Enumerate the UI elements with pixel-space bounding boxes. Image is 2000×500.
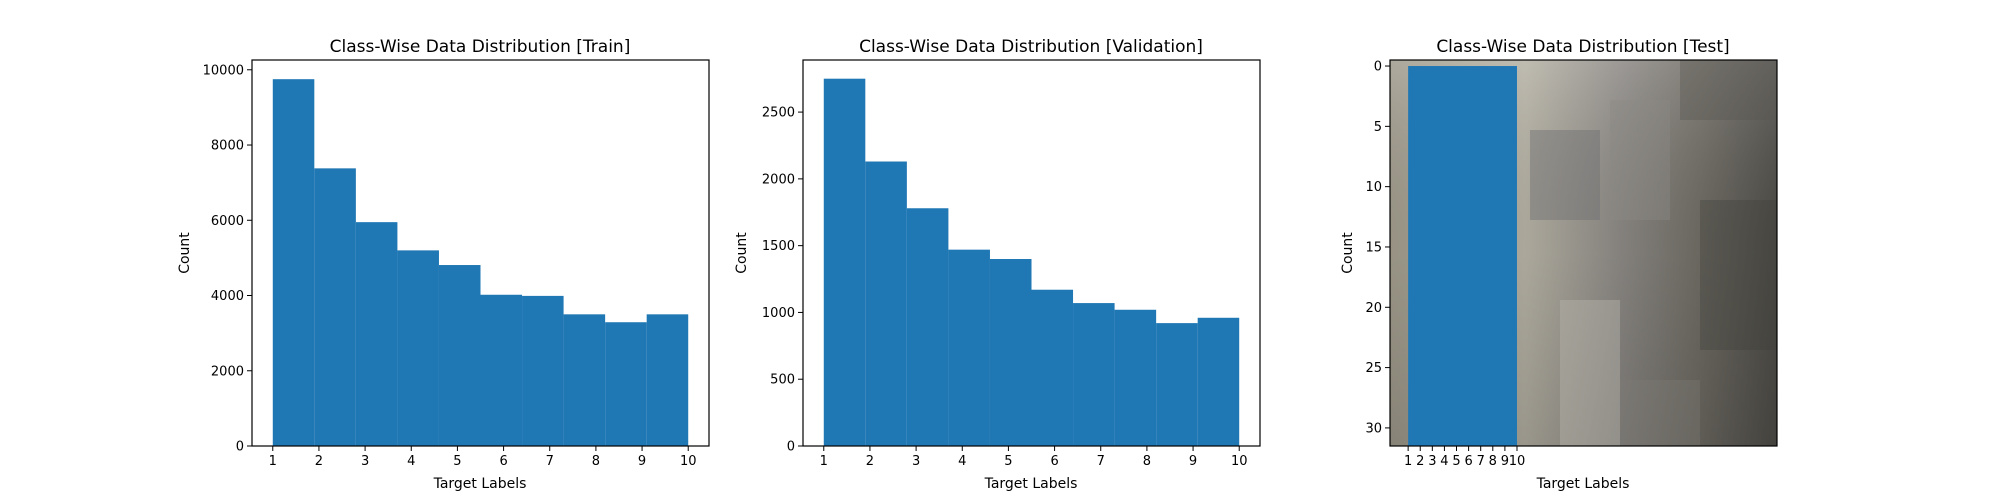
bar xyxy=(989,259,1032,446)
y-axis-ticks: 0 5 10 15 20 25 30 xyxy=(1365,60,1390,436)
y-tick-label: 4000 xyxy=(211,289,244,304)
bar-series xyxy=(272,79,689,446)
y-tick-label: 2000 xyxy=(211,364,244,379)
y-tick-label: 2500 xyxy=(762,106,795,121)
x-axis-ticks: 1 2 3 4 5 6 7 8 9 10 xyxy=(269,446,697,469)
chart-title: Class-Wise Data Distribution [Validation… xyxy=(859,37,1203,57)
y-tick-label: 30 xyxy=(1365,421,1382,436)
x-tick-label: 4 xyxy=(407,454,415,469)
bar xyxy=(906,208,949,446)
bar xyxy=(397,250,439,446)
bar-series xyxy=(823,78,1240,446)
chart-title: Class-Wise Data Distribution [Test] xyxy=(1436,37,1729,57)
y-tick-label: 1000 xyxy=(762,306,795,321)
bar xyxy=(272,79,315,446)
bar xyxy=(438,265,481,446)
bar xyxy=(865,161,907,446)
x-tick-label: 3 xyxy=(1428,454,1436,469)
x-tick-label: 10 xyxy=(1231,454,1248,469)
plot-frame xyxy=(1389,59,1778,447)
x-tick-label: 5 xyxy=(453,454,461,469)
x-tick-label: 3 xyxy=(912,454,920,469)
y-axis-ticks: 0 2000 4000 6000 8000 10000 xyxy=(203,63,252,455)
plot-frame xyxy=(802,59,1261,447)
x-tick-label: 5 xyxy=(1452,454,1460,469)
y-tick-label: 1500 xyxy=(762,239,795,254)
bar xyxy=(522,295,564,446)
chart-title: Class-Wise Data Distribution [Train] xyxy=(330,37,631,57)
x-tick-label: 7 xyxy=(1097,454,1105,469)
bar-series xyxy=(1408,66,1517,446)
x-tick-label: 6 xyxy=(1050,454,1058,469)
x-tick-label: 9 xyxy=(1189,454,1197,469)
bar xyxy=(314,168,356,446)
x-tick-label: 7 xyxy=(1477,454,1485,469)
x-axis-ticks: 1 2 3 4 5 6 7 8 9 10 xyxy=(1404,446,1525,469)
y-tick-label: 0 xyxy=(1374,60,1382,75)
bar xyxy=(355,222,398,446)
plot-frame xyxy=(251,59,710,447)
bar xyxy=(1197,317,1240,446)
x-axis-label: Target Labels xyxy=(433,476,527,492)
x-tick-label: 9 xyxy=(638,454,646,469)
x-tick-label: 4 xyxy=(958,454,966,469)
x-tick-label: 9 xyxy=(1501,454,1509,469)
x-axis-label: Target Labels xyxy=(1536,476,1630,492)
chart-validation: Class-Wise Data Distribution [Validation… xyxy=(734,37,1261,492)
y-tick-label: 5 xyxy=(1374,120,1382,135)
bar xyxy=(1114,309,1157,446)
x-tick-label: 2 xyxy=(1416,454,1424,469)
x-tick-label: 8 xyxy=(592,454,600,469)
x-tick-label: 2 xyxy=(315,454,323,469)
x-tick-label: 1 xyxy=(820,454,828,469)
y-axis-label: Count xyxy=(177,232,193,274)
bar xyxy=(605,322,647,446)
x-tick-label: 8 xyxy=(1143,454,1151,469)
x-axis-ticks: 1 2 3 4 5 6 7 8 9 10 xyxy=(820,446,1248,469)
y-axis-label: Count xyxy=(1340,232,1356,274)
y-tick-label: 2000 xyxy=(762,172,795,187)
x-axis-label: Target Labels xyxy=(984,476,1078,492)
bar xyxy=(1156,323,1198,446)
x-tick-label: 8 xyxy=(1489,454,1497,469)
bar xyxy=(480,294,523,446)
bar xyxy=(948,249,990,446)
y-tick-label: 25 xyxy=(1365,361,1382,376)
bar xyxy=(823,78,866,446)
x-tick-label: 10 xyxy=(1509,454,1526,469)
bar xyxy=(1073,303,1115,446)
x-tick-label: 10 xyxy=(680,454,697,469)
x-tick-label: 7 xyxy=(546,454,554,469)
y-tick-label: 20 xyxy=(1365,301,1382,316)
x-tick-label: 5 xyxy=(1004,454,1012,469)
x-tick-label: 6 xyxy=(1464,454,1472,469)
y-axis-ticks: 0 500 1000 1500 2000 2500 xyxy=(762,106,803,455)
y-tick-label: 8000 xyxy=(211,139,244,154)
y-tick-label: 0 xyxy=(236,440,244,455)
y-tick-label: 10 xyxy=(1365,180,1382,195)
x-tick-label: 1 xyxy=(1404,454,1412,469)
bar xyxy=(1031,289,1074,446)
y-tick-label: 6000 xyxy=(211,214,244,229)
chart-train: Class-Wise Data Distribution [Train] 1 2 3… xyxy=(177,37,710,492)
bar xyxy=(1408,66,1517,446)
bar xyxy=(646,314,689,446)
bar xyxy=(563,314,606,446)
x-tick-label: 3 xyxy=(361,454,369,469)
x-tick-label: 6 xyxy=(499,454,507,469)
x-tick-label: 4 xyxy=(1440,454,1448,469)
x-tick-label: 1 xyxy=(269,454,277,469)
x-tick-label: 2 xyxy=(866,454,874,469)
y-tick-label: 0 xyxy=(787,440,795,455)
y-axis-label: Count xyxy=(734,232,750,274)
y-tick-label: 15 xyxy=(1365,240,1382,255)
y-tick-label: 500 xyxy=(770,373,795,388)
y-tick-label: 10000 xyxy=(203,63,244,78)
